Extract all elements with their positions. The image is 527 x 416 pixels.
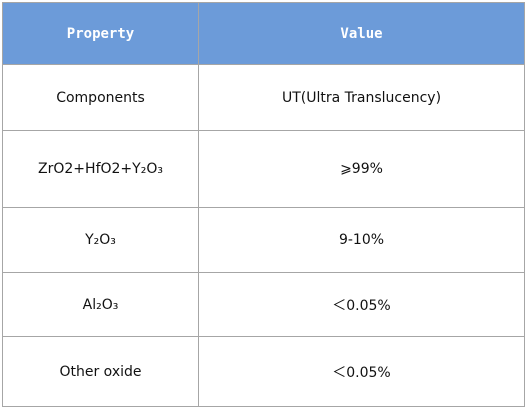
value-cell: 9-10% — [198, 207, 525, 273]
table-row: Other oxide ＜0.05% — [2, 336, 525, 407]
table-row: Al₂O₃ ＜0.05% — [2, 272, 525, 337]
table-row: Y₂O₃ 9-10% — [2, 207, 525, 273]
value-cell: ＜0.05% — [198, 272, 525, 337]
table-row: ZrO2+HfO2+Y₂O₃ ⩾99% — [2, 130, 525, 208]
value-cell: ⩾99% — [198, 130, 525, 208]
header-cell: Value — [198, 2, 525, 65]
property-cell: ZrO2+HfO2+Y₂O₃ — [2, 130, 199, 208]
header-cell: Property — [2, 2, 199, 65]
table-row: Components UT(Ultra Translucency) — [2, 64, 525, 131]
table-header: Property Value — [2, 2, 525, 65]
property-table: Property Value Components UT(Ultra Transl… — [2, 2, 525, 407]
table-body: Components UT(Ultra Translucency) ZrO2+HfO… — [2, 64, 525, 407]
property-cell: Other oxide — [2, 336, 199, 407]
property-cell: Al₂O₃ — [2, 272, 199, 337]
property-cell: Components — [2, 64, 199, 131]
property-cell: Y₂O₃ — [2, 207, 199, 273]
header-row: Property Value — [2, 2, 525, 65]
value-cell: ＜0.05% — [198, 336, 525, 407]
value-cell: UT(Ultra Translucency) — [198, 64, 525, 131]
